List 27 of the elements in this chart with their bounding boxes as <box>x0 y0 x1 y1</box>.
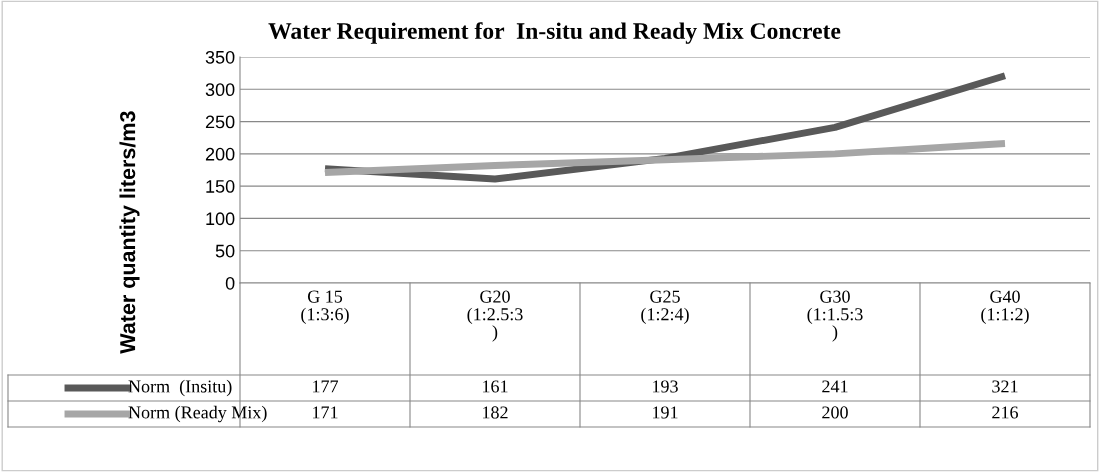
data-label: 182 <box>483 406 508 419</box>
data-label: 193 <box>653 380 678 393</box>
y-tick-label: 50 <box>215 244 235 258</box>
y-tick-label: 250 <box>205 115 235 129</box>
data-label: 161 <box>483 380 508 393</box>
legend-label: Norm (Ready Mix) <box>128 405 267 423</box>
y-tick-label: 100 <box>206 212 235 226</box>
data-label: 191 <box>653 406 678 419</box>
y-tick-label: 200 <box>205 147 235 161</box>
x-tick-label: G20 (1:2.5:3 ) <box>467 290 523 342</box>
x-tick-label: G 15 (1:3:6) <box>301 290 349 324</box>
data-label: 241 <box>822 380 848 393</box>
y-tick-label: 350 <box>205 50 235 64</box>
data-label: 200 <box>822 406 848 419</box>
data-label: 171 <box>313 406 338 419</box>
y-tick-label: 0 <box>225 276 235 290</box>
x-tick-label: G30 (1:1.5:3 ) <box>807 290 863 342</box>
y-tick-label: 150 <box>206 180 235 193</box>
y-tick-label: 300 <box>205 83 235 97</box>
legend-label: Norm (Insitu) <box>128 379 232 397</box>
data-label: 177 <box>313 380 339 393</box>
y-axis-title: Water quantity liters/m3 <box>119 111 140 354</box>
x-tick-label: G25 (1:2:4) <box>641 290 689 324</box>
data-label: 321 <box>992 380 1018 393</box>
chart-title: Water Requirement for In-situ and Ready Mix Concrete <box>268 22 841 44</box>
data-label: 216 <box>992 406 1018 419</box>
x-tick-label: G40 (1:1:2) <box>981 290 1029 324</box>
